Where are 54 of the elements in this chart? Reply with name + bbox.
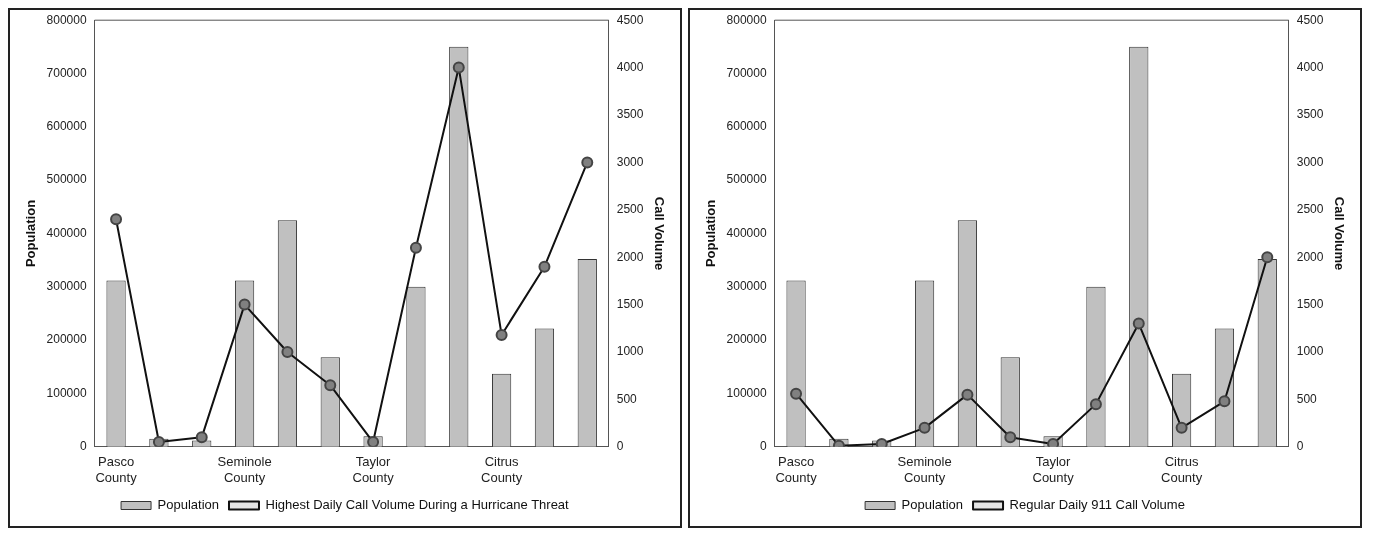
y2-tick-label: 4500	[1296, 12, 1324, 27]
y-tick-label: 300000	[46, 279, 87, 294]
y-tick-label: 800000	[726, 12, 767, 27]
y2-tick-label: 3500	[1296, 107, 1324, 122]
y2-tick-label: 2000	[1296, 249, 1324, 264]
x-tick-label: Pasco County	[95, 454, 138, 485]
y-tick-label: 0	[79, 439, 87, 454]
y-tick-label: 200000	[46, 332, 87, 347]
legend-label: Regular Daily 911 Call Volume	[1009, 497, 1185, 513]
y2-tick-label: 1500	[616, 296, 644, 311]
legend-label: Population	[901, 497, 964, 513]
y2-tick-label: 4500	[616, 12, 644, 27]
y2-axis-title: Call Volume	[651, 196, 667, 271]
y2-tick-label: 0	[616, 439, 624, 454]
y-tick-label: 100000	[726, 385, 767, 400]
y2-tick-label: 1500	[1296, 296, 1324, 311]
y-tick-label: 500000	[726, 172, 767, 187]
x-tick-label: Citrus County	[1161, 454, 1203, 485]
y-tick-label: 100000	[46, 385, 87, 400]
y-tick-label: 700000	[726, 65, 767, 80]
y2-tick-label: 3000	[1296, 154, 1324, 169]
y2-tick-label: 2000	[616, 249, 644, 264]
y-tick-label: 600000	[726, 119, 767, 134]
y2-tick-label: 2500	[1296, 202, 1324, 217]
y-tick-label: 700000	[46, 65, 87, 80]
y-tick-label: 800000	[46, 12, 87, 27]
x-tick-label: Pasco County	[775, 454, 818, 485]
x-tick-label: Citrus County	[481, 454, 523, 485]
x-tick-label: Seminole County	[897, 454, 952, 485]
y-tick-label: 200000	[726, 332, 767, 347]
y-tick-label: 500000	[46, 172, 87, 187]
y-tick-label: 0	[759, 439, 767, 454]
y2-tick-label: 4000	[616, 59, 644, 74]
y2-tick-label: 3000	[616, 154, 644, 169]
y2-tick-label: 500	[1296, 391, 1318, 406]
y-tick-label: 400000	[46, 225, 87, 240]
legend-label: Highest Daily Call Volume During a Hurricane Threat	[265, 497, 570, 513]
y2-tick-label: 500	[616, 391, 638, 406]
y-axis-title: Population	[703, 199, 719, 268]
y2-tick-label: 4000	[1296, 59, 1324, 74]
legend-label: Population	[157, 497, 219, 513]
y2-axis-title: Call Volume	[1331, 196, 1347, 271]
x-tick-label: Seminole County	[217, 454, 272, 485]
y2-tick-label: 0	[1296, 439, 1304, 454]
x-tick-label: Taylor County	[352, 454, 395, 485]
y2-tick-label: 1000	[616, 344, 644, 359]
y2-tick-label: 1000	[1296, 344, 1324, 359]
x-tick-label: Taylor County	[1032, 454, 1075, 485]
y-tick-label: 600000	[46, 119, 87, 134]
y-tick-label: 400000	[726, 225, 767, 240]
y-tick-label: 300000	[726, 279, 767, 294]
y2-tick-label: 3500	[616, 107, 644, 122]
y-axis-title: Population	[23, 199, 39, 268]
y2-tick-label: 2500	[616, 202, 644, 217]
